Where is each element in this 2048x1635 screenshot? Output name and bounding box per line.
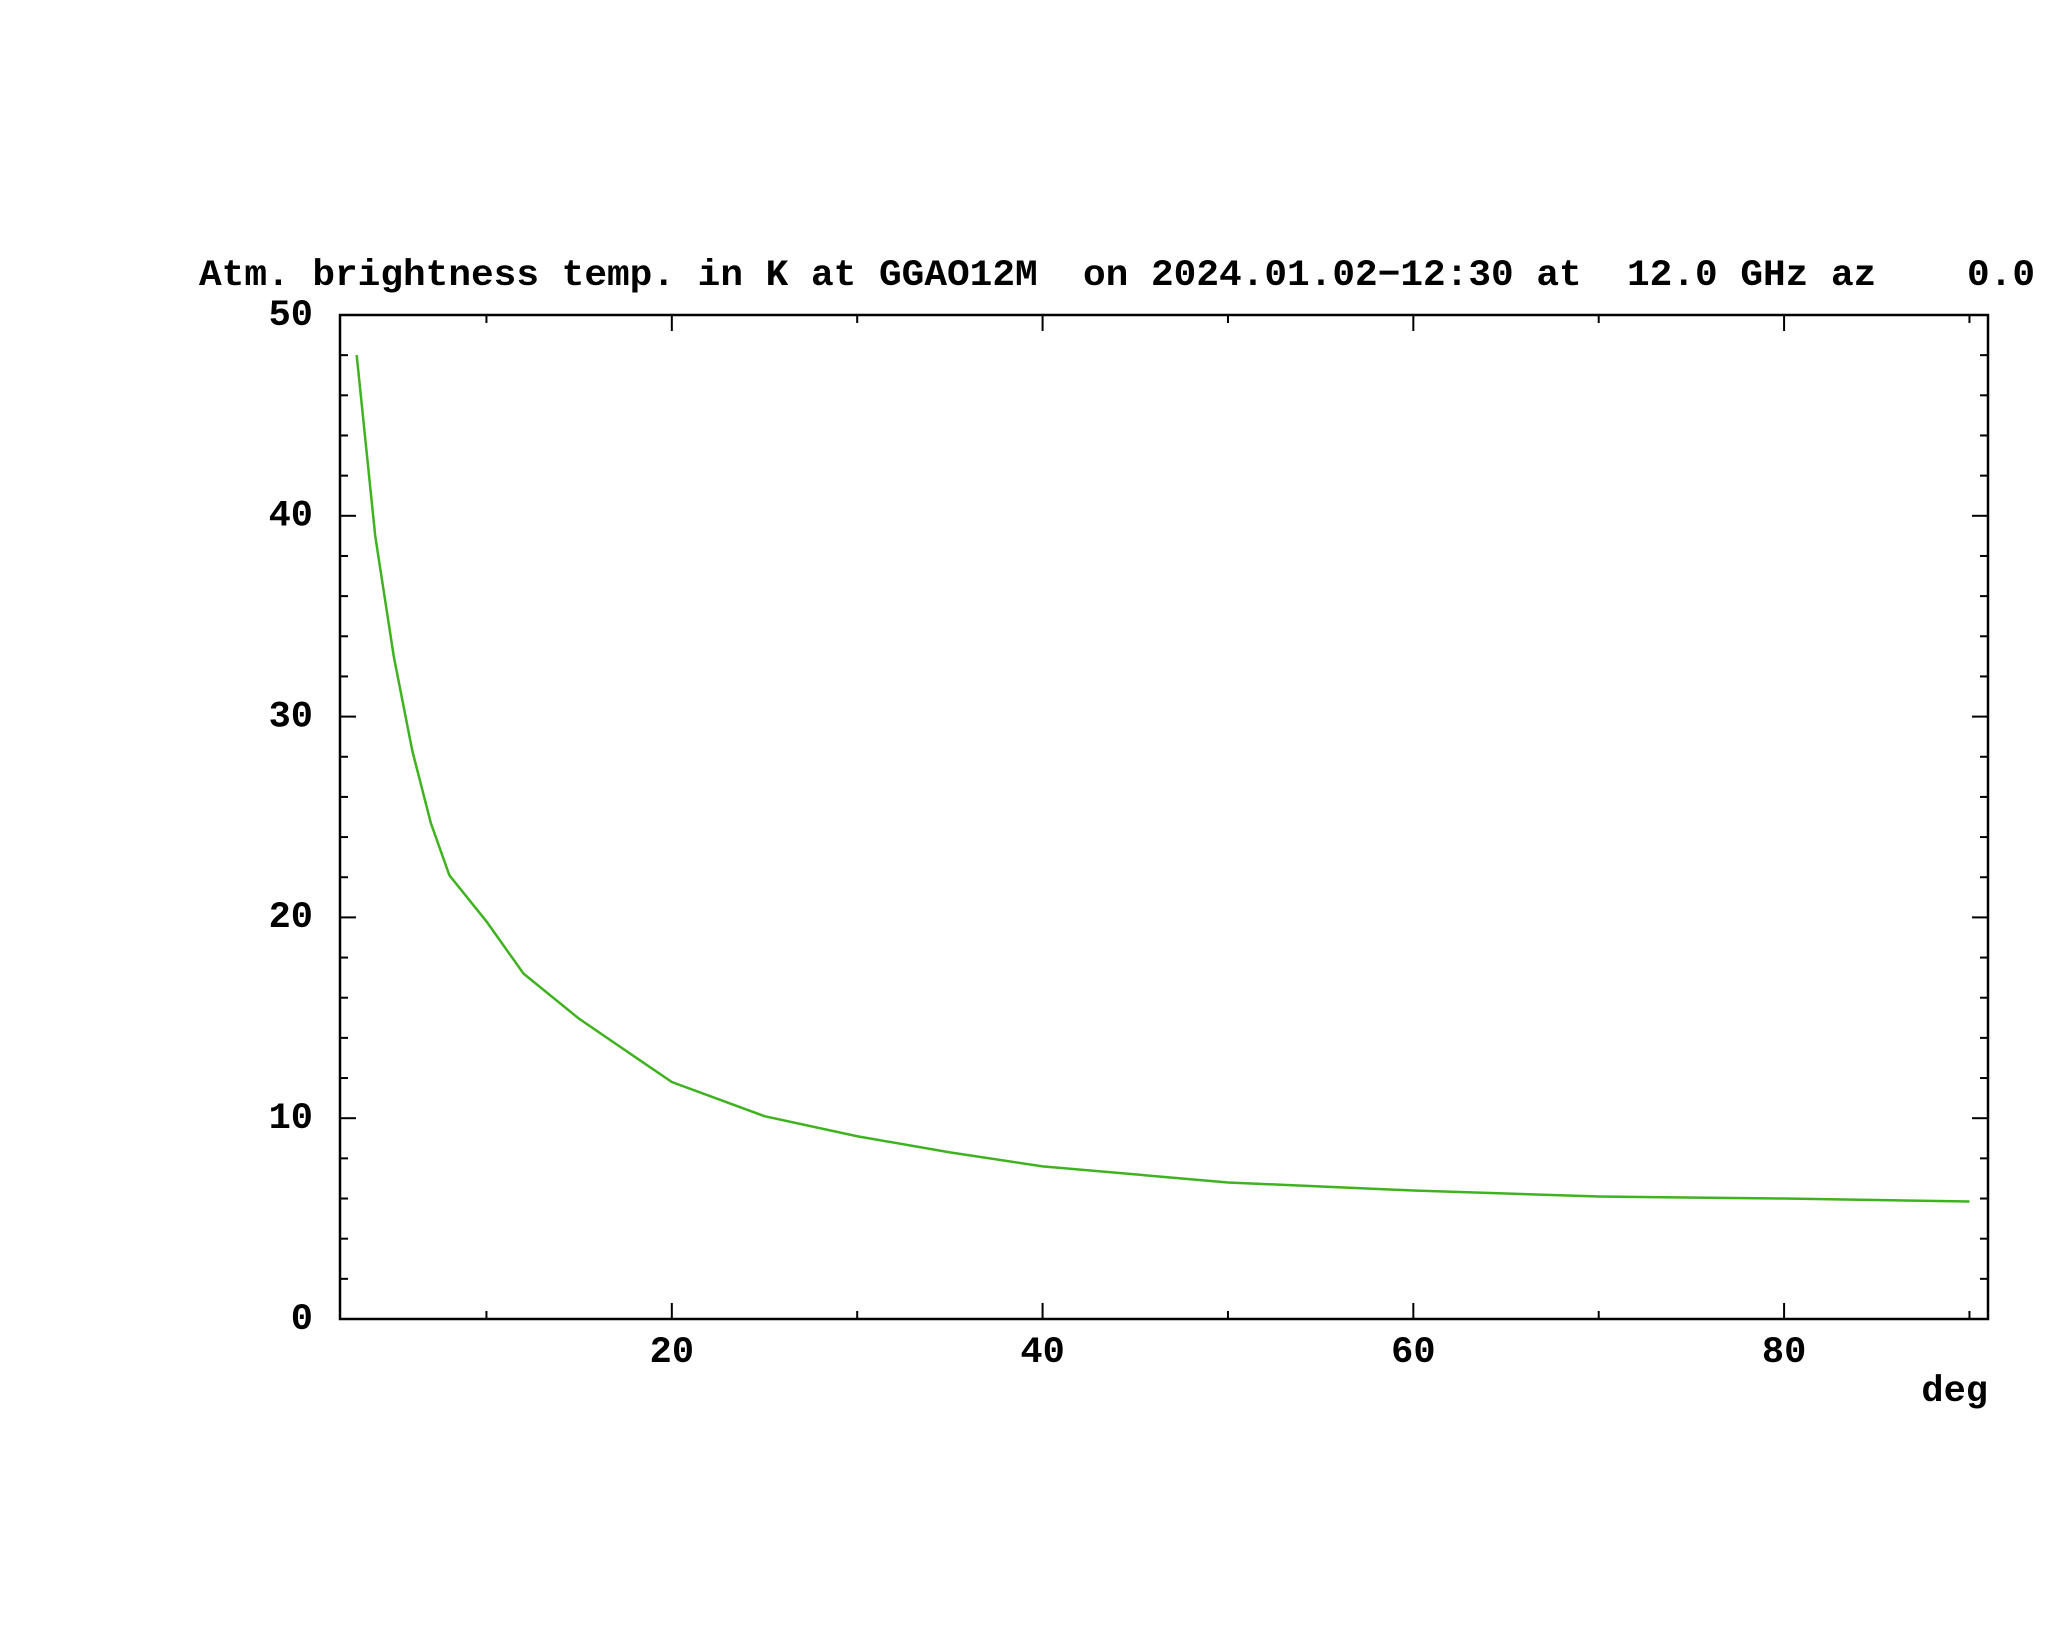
chart-title: Atm. brightness temp. in K at GGAO12M on… (199, 255, 2035, 297)
x-axis-label: deg (1921, 1371, 1988, 1413)
y-tick-label: 10 (269, 1098, 313, 1140)
plot-frame (338, 313, 1990, 1321)
y-tick-label: 30 (269, 696, 313, 738)
x-tick-label: 20 (650, 1332, 694, 1374)
y-tick-label: 0 (291, 1299, 313, 1341)
x-tick-label: 80 (1762, 1332, 1806, 1374)
y-tick-label: 50 (269, 295, 313, 337)
y-tick-label: 20 (269, 897, 313, 939)
data-line (355, 355, 1970, 1203)
x-tick-label: 40 (1020, 1332, 1064, 1374)
x-tick-label: 60 (1391, 1332, 1435, 1374)
y-tick-label: 40 (269, 496, 313, 538)
